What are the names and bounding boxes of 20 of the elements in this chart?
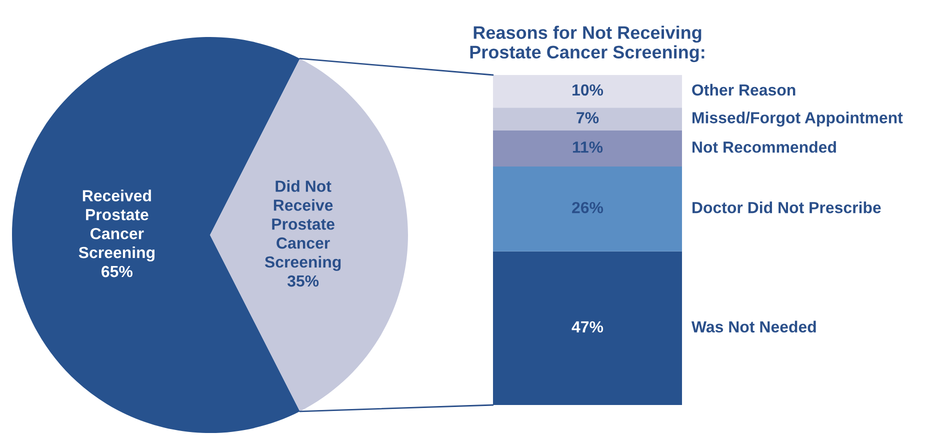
data-label: 26% (572, 202, 604, 214)
series-label: Not Recommended (692, 141, 836, 153)
data-label: 35% (287, 275, 319, 287)
slice-label: Did Not Receive Prostate Cancer Screening (264, 180, 341, 271)
data-label: 7% (576, 112, 599, 124)
bar (493, 75, 682, 108)
series-label: Missed/Forgot Appointment (692, 112, 903, 127)
chart-title: Reasons for Not Receiving Prostate Cancer Screening: (470, 26, 704, 62)
bar (493, 130, 682, 166)
series-label: Was Not Needed (691, 320, 816, 333)
series-label: Other Reason (692, 84, 796, 96)
pie-slice (210, 58, 408, 412)
bar (493, 166, 682, 252)
data-label: 10% (572, 84, 604, 96)
data-label: 11% (572, 142, 603, 153)
data-label: 47% (572, 321, 604, 332)
data-label: 65% (102, 266, 133, 278)
series-label: Doctor Did Not Prescribe (692, 202, 881, 214)
slice-label: Received Prostate Cancer Screening (78, 190, 154, 262)
bar (493, 108, 682, 131)
